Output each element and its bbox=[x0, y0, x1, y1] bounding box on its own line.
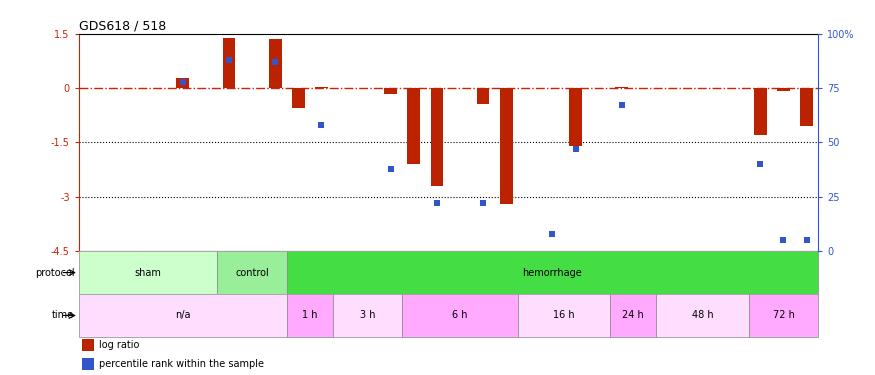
Bar bbox=[292, 88, 304, 108]
Text: 3 h: 3 h bbox=[360, 310, 375, 321]
Bar bbox=[430, 88, 444, 186]
Text: hemorrhage: hemorrhage bbox=[522, 268, 582, 278]
Bar bbox=[754, 88, 766, 135]
Bar bbox=[269, 39, 282, 88]
Text: 1 h: 1 h bbox=[302, 310, 318, 321]
Text: control: control bbox=[235, 268, 269, 278]
Bar bbox=[287, 294, 332, 337]
Text: 6 h: 6 h bbox=[452, 310, 468, 321]
Bar bbox=[82, 339, 94, 351]
Bar bbox=[82, 357, 94, 369]
Text: GDS618 / 518: GDS618 / 518 bbox=[79, 20, 166, 33]
Text: 24 h: 24 h bbox=[622, 310, 644, 321]
Text: 48 h: 48 h bbox=[692, 310, 713, 321]
Bar bbox=[610, 294, 656, 337]
Text: protocol: protocol bbox=[35, 268, 74, 278]
Text: sham: sham bbox=[135, 268, 162, 278]
Bar bbox=[332, 294, 402, 337]
Bar bbox=[518, 294, 610, 337]
Bar bbox=[777, 88, 790, 91]
Bar bbox=[569, 88, 582, 146]
Text: time: time bbox=[52, 310, 74, 321]
Bar bbox=[477, 88, 489, 104]
Bar bbox=[217, 251, 287, 294]
Bar bbox=[402, 294, 518, 337]
Bar bbox=[287, 251, 818, 294]
Bar bbox=[315, 87, 328, 88]
Bar bbox=[615, 87, 628, 88]
Text: log ratio: log ratio bbox=[100, 340, 140, 350]
Bar bbox=[79, 251, 217, 294]
Text: n/a: n/a bbox=[175, 310, 191, 321]
Text: percentile rank within the sample: percentile rank within the sample bbox=[100, 359, 264, 369]
Bar bbox=[79, 294, 287, 337]
Text: 16 h: 16 h bbox=[553, 310, 575, 321]
Bar bbox=[801, 88, 813, 126]
Bar bbox=[656, 294, 749, 337]
Bar bbox=[222, 38, 235, 88]
Bar bbox=[408, 88, 420, 164]
Bar bbox=[384, 88, 397, 93]
Bar bbox=[500, 88, 513, 204]
Bar bbox=[749, 294, 818, 337]
Bar bbox=[177, 78, 189, 88]
Text: 72 h: 72 h bbox=[773, 310, 794, 321]
